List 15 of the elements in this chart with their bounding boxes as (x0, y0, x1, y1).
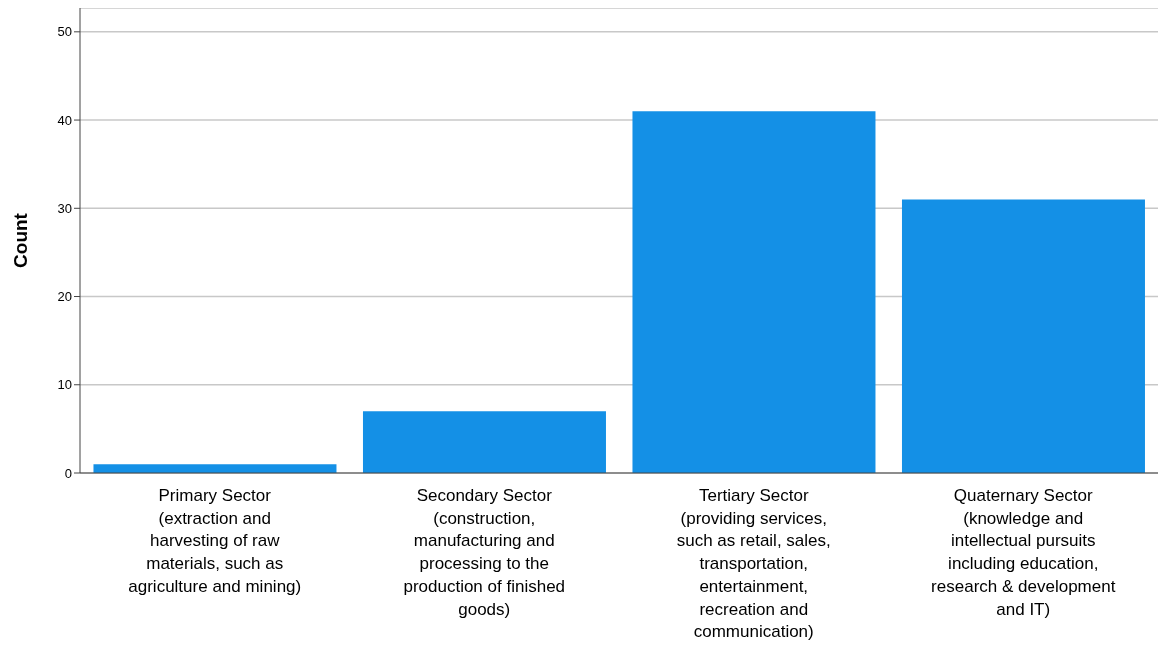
y-tick-label: 50 (57, 24, 72, 40)
y-tick-label: 40 (57, 112, 72, 128)
bar (901, 199, 1145, 473)
y-tick-label: 20 (57, 289, 72, 305)
bar (632, 111, 876, 473)
x-tick-label: Primary Sector (extraction and harvesting of raw materials, such as agriculture and mining) (128, 486, 302, 596)
y-tick-label: 0 (64, 465, 72, 481)
y-axis-title: Count (9, 212, 31, 268)
bar (93, 464, 337, 473)
x-tick-label: Tertiary Sector (providing services, such as retail, sales, transportation, entertainment, recreation and communication) (676, 486, 831, 642)
x-tick-label: Quaternary Sector (knowledge and intellectual pursuits including education, research & development and IT) (931, 486, 1116, 619)
bar (362, 411, 606, 473)
y-tick-label: 10 (57, 377, 72, 393)
x-tick-label: Secondary Sector (construction, manufacturing and processing to the production of finished goods) (403, 486, 566, 619)
y-tick-label: 30 (57, 200, 72, 216)
